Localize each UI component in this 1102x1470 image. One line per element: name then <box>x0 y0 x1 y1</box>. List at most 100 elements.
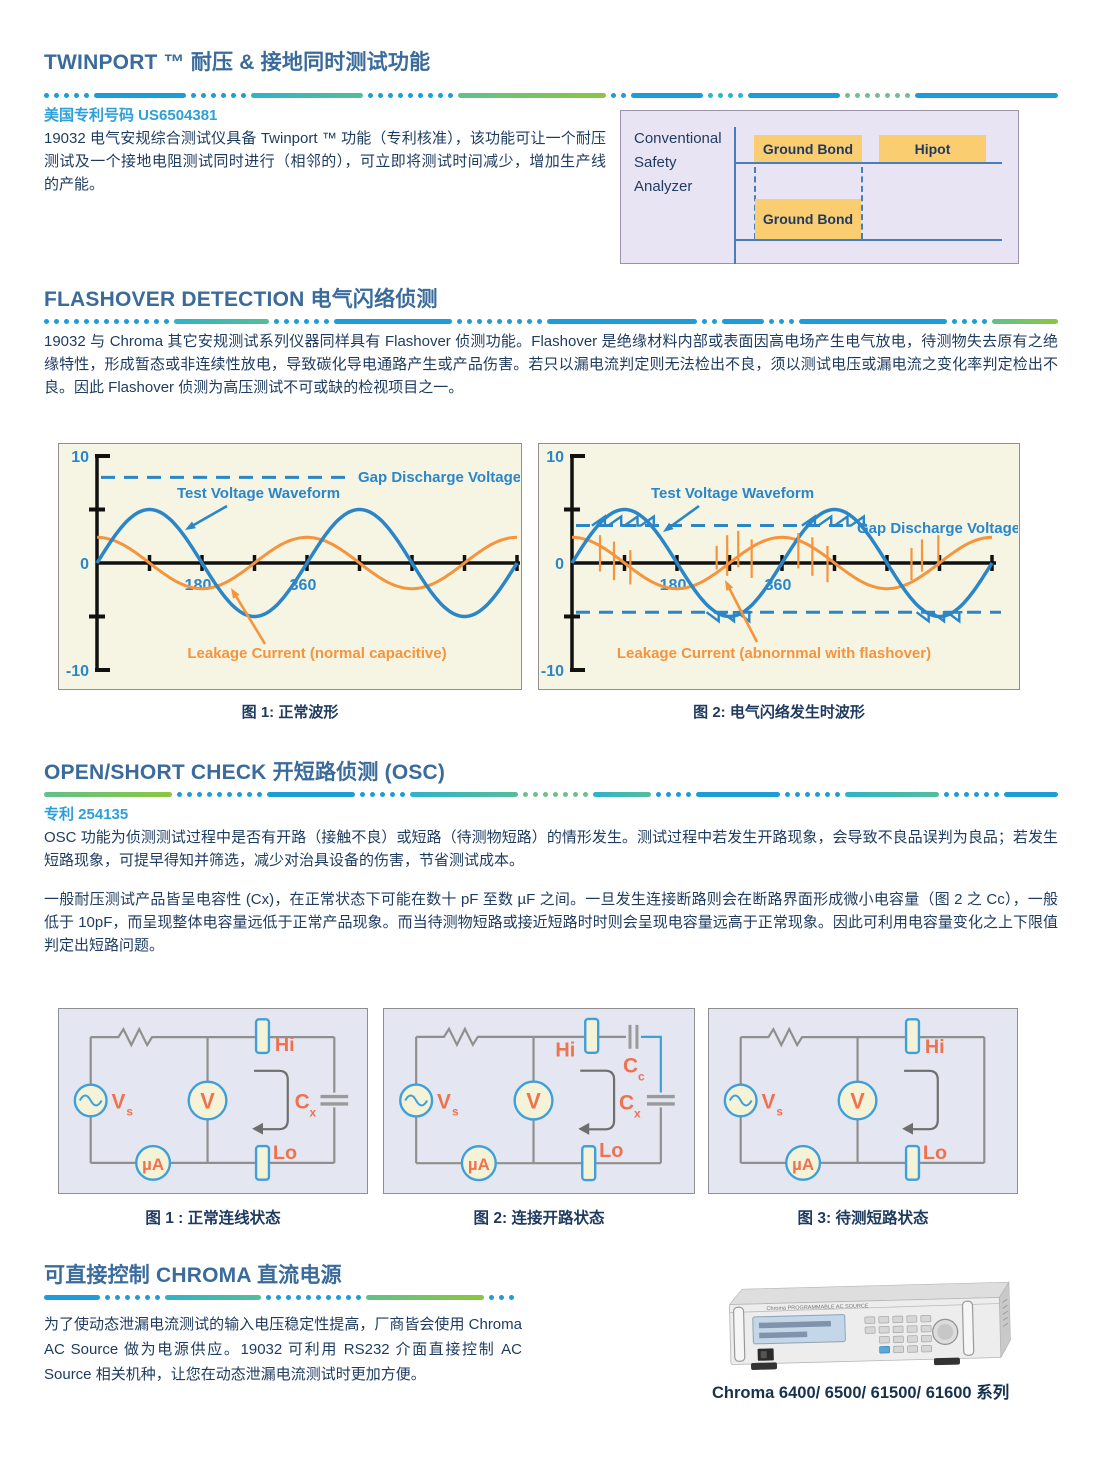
vs-label: V <box>111 1090 125 1113</box>
divider-dot <box>274 318 279 324</box>
divider-dot <box>974 791 979 797</box>
divider-bar <box>696 791 780 797</box>
divider-dot <box>537 318 542 324</box>
flashover-sawtooth <box>801 514 868 527</box>
leakage-current-label: Leakage Current (normal capacitive) <box>187 645 446 662</box>
divider-dot <box>191 92 196 98</box>
divider-dot <box>44 318 49 324</box>
divider-dot <box>825 791 830 797</box>
osc-paragraph-1: OSC 功能为侦测测试过程中是否有开路（接触不良）或短路（待测物短路）的情形发生… <box>44 829 1058 869</box>
divider-dot <box>779 318 784 324</box>
divider-bar <box>44 1294 100 1300</box>
divider-dot <box>306 1294 311 1300</box>
divider-dot <box>64 318 69 324</box>
lo-terminal <box>254 1144 271 1181</box>
test-voltage-label: Test Voltage Waveform <box>651 485 814 502</box>
divider-dot <box>64 92 69 98</box>
divider-dot <box>944 791 949 797</box>
divider-dot <box>211 92 216 98</box>
divider-bar <box>44 791 172 797</box>
divider-dot <box>428 92 433 98</box>
divider-dot <box>972 318 977 324</box>
divider-dot <box>155 1294 160 1300</box>
figure-caption: 图 3: 待测短路状态 <box>797 1210 929 1227</box>
y-tick-label: 10 <box>71 449 89 466</box>
divider-bar <box>366 1294 484 1300</box>
divider-bar <box>915 92 1058 98</box>
divider-dot <box>573 791 578 797</box>
circuit-figure-open: V s V µA Hi Lo C c C x <box>383 1008 695 1194</box>
circuit-diagram-short: V s V µA Hi Lo <box>723 1018 986 1181</box>
device-handle-left <box>732 1306 746 1362</box>
cx-label: C <box>295 1090 310 1113</box>
divider-dot <box>145 1294 150 1300</box>
vs-label: V <box>761 1090 775 1113</box>
divider-dot <box>241 92 246 98</box>
divider-dot <box>284 318 289 324</box>
gap-discharge-label: Gap Discharge Voltage <box>358 469 520 486</box>
divider-dot <box>54 92 59 98</box>
patent-number: 专利 254135 <box>44 806 129 823</box>
divider-dot <box>134 318 139 324</box>
cx-label: C <box>619 1091 634 1114</box>
divider-dot <box>368 92 373 98</box>
capacitor-cc-symbol <box>628 1024 639 1049</box>
divider-dot <box>487 318 492 324</box>
divider-bar <box>631 92 703 98</box>
device-foot <box>750 1362 778 1370</box>
divider-dot <box>84 92 89 98</box>
divider-dot <box>885 92 890 98</box>
hi-label: Hi <box>275 1034 295 1056</box>
divider-dot <box>718 92 723 98</box>
decorative-divider <box>44 318 1058 324</box>
capacitor-cx-symbol <box>320 1094 349 1106</box>
divider-dot <box>738 92 743 98</box>
lo-label: Lo <box>923 1142 947 1164</box>
divider-dot <box>499 1294 504 1300</box>
divider-bar <box>165 1294 261 1300</box>
divider-dot <box>314 318 319 324</box>
figure-caption: 图 2: 电气闪络发生时波形 <box>693 704 865 721</box>
divider-dot <box>533 791 538 797</box>
sine-symbol-icon <box>728 1094 753 1107</box>
y-tick-label: -10 <box>541 663 564 680</box>
divider-dot <box>467 318 472 324</box>
figure-caption: 图 1 : 正常连线状态 <box>145 1210 281 1227</box>
voltmeter-label: V <box>200 1088 215 1113</box>
divider-dot <box>187 791 192 797</box>
divider-dot <box>845 92 850 98</box>
ammeter-label: µA <box>468 1155 490 1174</box>
divider-dot <box>237 791 242 797</box>
divider-dot <box>497 318 502 324</box>
divider-dot <box>964 791 969 797</box>
hi-terminal <box>254 1018 271 1055</box>
chroma-source-paragraph: 为了使动态泄漏电流测试的输入电压稳定性提高，厂商皆会使用 Chroma AC S… <box>44 1316 522 1383</box>
divider-bar <box>1004 791 1058 797</box>
hi-label: Hi <box>555 1040 575 1062</box>
divider-dot <box>356 1294 361 1300</box>
capacitor-cx-symbol <box>646 1094 675 1106</box>
circuit-diagram-open: V s V µA Hi Lo C c C x <box>399 1017 675 1182</box>
y-tick-label: 10 <box>546 449 564 466</box>
divider-dot <box>712 318 717 324</box>
circuit-figure-short: V s V µA Hi Lo <box>708 1008 1018 1194</box>
divider-bar <box>458 92 606 98</box>
divider-dot <box>286 1294 291 1300</box>
ammeter-symbol <box>135 1144 172 1181</box>
diagram-label: Conventional Safety Analyzer <box>634 130 722 195</box>
annotation-arrow <box>667 504 700 529</box>
sine-symbol-icon <box>78 1094 103 1107</box>
divider-dot <box>952 318 957 324</box>
divider-bar <box>94 92 186 98</box>
device-handle-right <box>961 1300 975 1356</box>
divider-dot <box>388 92 393 98</box>
gap-discharge-label: Gap Discharge Voltage <box>857 520 1018 537</box>
device-foot <box>933 1357 960 1366</box>
test-voltage-label: Test Voltage Waveform <box>177 485 340 502</box>
section-heading-osc: OPEN/SHORT CHECK 开短路侦测 (OSC) <box>44 761 446 784</box>
divider-dot <box>408 92 413 98</box>
voltmeter-symbol <box>513 1080 554 1121</box>
divider-dot <box>104 318 109 324</box>
